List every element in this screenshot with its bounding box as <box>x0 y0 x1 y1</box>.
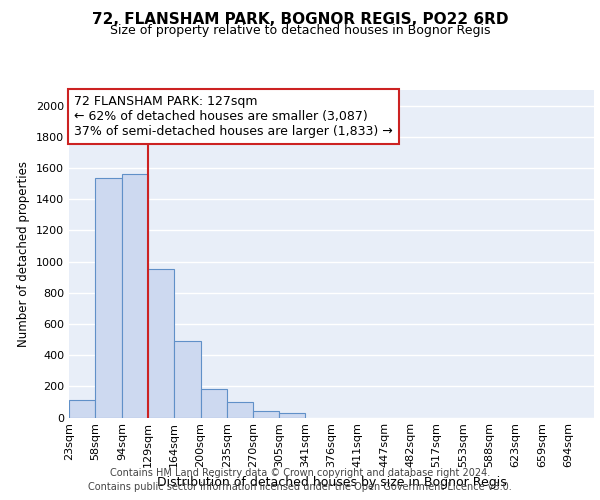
Bar <box>122 174 148 418</box>
Text: 72 FLANSHAM PARK: 127sqm
← 62% of detached houses are smaller (3,087)
37% of sem: 72 FLANSHAM PARK: 127sqm ← 62% of detach… <box>74 95 393 138</box>
Bar <box>174 341 200 417</box>
Text: 72, FLANSHAM PARK, BOGNOR REGIS, PO22 6RD: 72, FLANSHAM PARK, BOGNOR REGIS, PO22 6R… <box>92 12 508 28</box>
Bar <box>279 413 305 418</box>
X-axis label: Distribution of detached houses by size in Bognor Regis: Distribution of detached houses by size … <box>157 476 506 489</box>
Bar <box>253 412 279 418</box>
Bar <box>227 402 253 417</box>
Text: Size of property relative to detached houses in Bognor Regis: Size of property relative to detached ho… <box>110 24 490 37</box>
Bar <box>69 400 95 417</box>
Text: Contains HM Land Registry data © Crown copyright and database right 2024.
Contai: Contains HM Land Registry data © Crown c… <box>88 468 512 492</box>
Bar <box>148 270 174 418</box>
Y-axis label: Number of detached properties: Number of detached properties <box>17 161 31 347</box>
Bar <box>95 178 122 418</box>
Bar <box>200 389 227 418</box>
